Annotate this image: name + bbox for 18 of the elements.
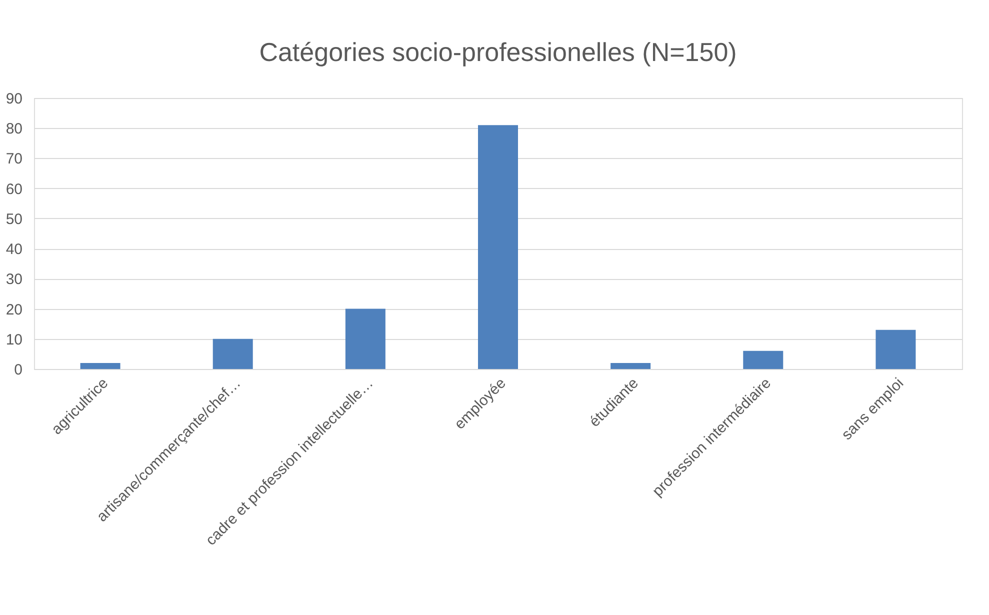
y-tick-label: 70 [6,150,22,168]
bar [743,350,784,369]
y-tick-label: 20 [6,301,22,318]
y-tick-label: 90 [6,90,22,108]
bar [478,125,518,369]
bar [345,308,386,369]
y-tick-label: 40 [6,241,22,258]
bar [876,330,916,369]
y-tick-label: 10 [6,331,22,348]
chart-title: Catégories socio-professionelles (N=150) [259,37,737,67]
bar [80,362,120,369]
y-tick-label: 50 [6,210,22,228]
bar [212,338,253,369]
y-tick-label: 80 [6,120,22,138]
y-tick-label: 30 [6,271,22,288]
y-tick-label: 0 [14,362,22,378]
y-tick-label: 60 [6,180,22,198]
bar [610,362,651,369]
